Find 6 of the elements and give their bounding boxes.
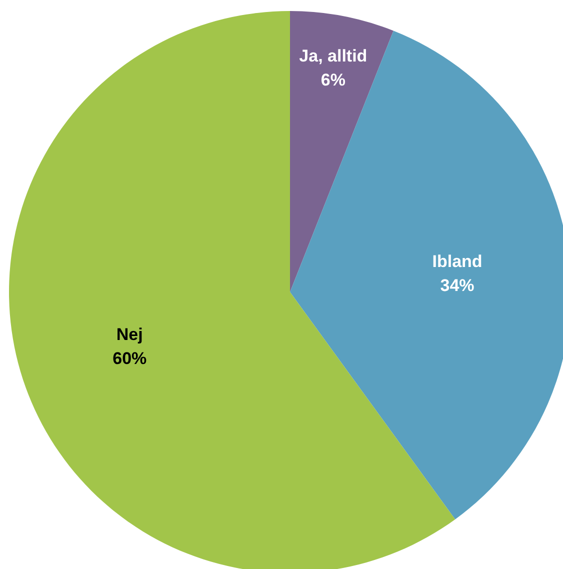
data-label: 60% [112, 349, 147, 368]
slice-label: Ibland [432, 252, 482, 271]
data-label: 34% [440, 276, 474, 295]
data-label: 6% [320, 70, 346, 90]
slice-label: Nej [116, 325, 143, 344]
slice-label: Ja, alltid [299, 46, 368, 66]
